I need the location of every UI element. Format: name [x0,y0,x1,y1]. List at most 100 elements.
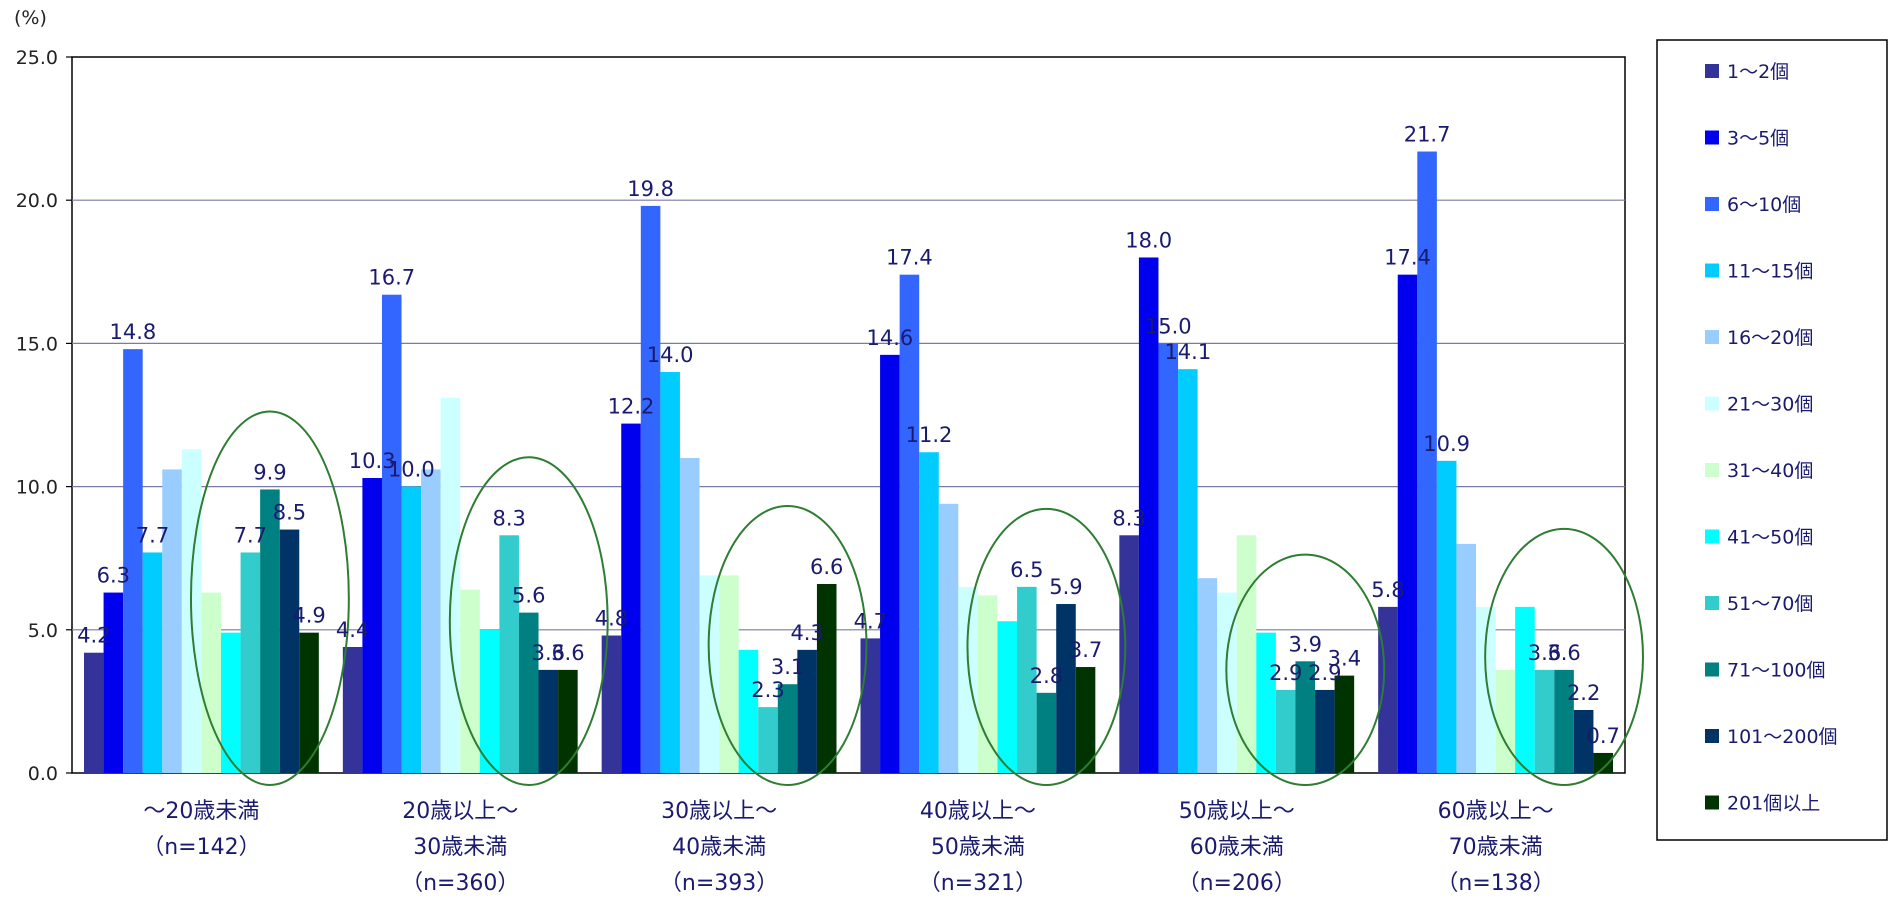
bar [1476,606,1496,773]
data-label: 10.3 [349,449,396,473]
data-label: 6.6 [810,555,843,579]
category-label: （n=142） [142,835,260,860]
data-label: 5.8 [1371,578,1404,602]
y-tick-label: 10.0 [16,477,58,499]
data-label: 3.6 [1547,641,1580,665]
legend-label: 41～50個 [1727,527,1813,549]
bar [797,649,817,773]
bar [518,612,539,773]
bar [162,469,182,773]
category-label: 70歳未満 [1449,835,1543,860]
data-label: 3.7 [1069,638,1102,662]
data-label: 4.3 [790,621,823,645]
data-label: 8.5 [273,501,306,525]
legend-label: 11～15個 [1727,261,1813,283]
y-axis-ticks: 0.0 5.0 10.0 15.0 20.0 25.0 [16,47,72,785]
data-label: 3.4 [1328,647,1361,671]
highlight-ellipses [189,410,1645,786]
data-label: 2.9 [1269,661,1302,685]
legend-label: 51～70個 [1727,593,1813,615]
legend-swatch [1705,463,1719,477]
bar [1397,274,1418,773]
legend-label: 21～30個 [1727,394,1813,416]
legend-swatch [1705,795,1719,810]
data-label: 14.0 [647,343,694,367]
bar [103,592,124,773]
data-label: 7.7 [136,523,169,547]
bar [880,354,900,773]
data-label: 7.7 [234,523,267,547]
highlight-ellipse [707,504,868,786]
bar [1534,669,1555,773]
legend-swatch [1705,662,1719,677]
data-label: 17.4 [886,246,933,270]
bar [758,707,778,773]
legend-label: 201個以上 [1727,793,1820,815]
bar [719,575,739,773]
bar [958,586,978,773]
category-label: ～20歳未満 [143,799,259,824]
bar [1515,606,1535,773]
data-label: 3.6 [1528,641,1561,665]
bar [1036,692,1057,773]
data-label: 6.5 [1010,558,1043,582]
y-tick-label: 20.0 [16,190,58,212]
bar [621,423,641,773]
data-label: 17.4 [1384,246,1431,270]
bar [142,552,163,773]
data-label: 14.8 [110,320,157,344]
legend-swatch [1705,529,1719,544]
highlight-ellipse [1484,527,1645,786]
bar [220,632,241,773]
y-tick-label: 25.0 [16,47,58,69]
bar [816,583,837,773]
data-label: 4.2 [77,624,110,648]
bar [1256,632,1276,773]
category-label: （n=138） [1436,871,1554,896]
data-label: 11.2 [906,423,953,447]
gridlines [72,199,1625,631]
legend-swatch [1705,396,1719,411]
bar [460,589,480,773]
bar [601,635,622,773]
data-label: 3.9 [1289,632,1322,656]
legend-swatch [1705,596,1719,610]
bar [1436,460,1457,773]
bar [1593,752,1613,773]
bar [679,457,700,773]
legend-label: 71～100個 [1727,660,1825,682]
y-tick-label: 0.0 [28,763,58,785]
bar [440,397,461,773]
data-labels: 4.2 6.3 14.8 7.7 7.7 9.9 8.5 4.9 4.4 10.3 16.7 10.0… [77,123,1620,748]
data-label: 2.8 [1030,664,1063,688]
data-label: 14.6 [866,326,913,350]
y-tick-label: 5.0 [28,620,58,642]
data-label: 16.7 [368,266,415,290]
legend-label: 31～40個 [1727,460,1813,482]
highlight-ellipse [1225,553,1386,786]
legend-swatch [1705,330,1719,344]
bar [1017,586,1037,773]
data-label: 10.9 [1423,432,1470,456]
data-label: 4.8 [595,607,628,631]
legend-swatch [1705,64,1719,78]
category-label: （n=206） [1178,871,1296,896]
bar [1378,606,1398,773]
y-tick-label: 15.0 [16,333,58,355]
legend-label: 6～10個 [1727,194,1801,216]
highlight-ellipse [448,456,609,786]
category-label: 60歳以上～ [1438,799,1554,824]
legend-label: 16～20個 [1727,327,1813,349]
bar [362,478,382,773]
data-label: 8.3 [1112,506,1145,530]
x-axis-categories: ～20歳未満 （n=142） 20歳以上～ 30歳未満 （n=360） 30歳以上～ 40歳… [142,799,1555,896]
category-label: （n=393） [660,871,778,896]
bar [1075,667,1096,773]
bar [1495,669,1516,773]
legend-swatch [1705,197,1719,211]
legend-swatch [1705,729,1719,743]
bar [899,274,920,773]
legend-label: 1～2個 [1727,61,1789,83]
bar [1158,343,1179,773]
